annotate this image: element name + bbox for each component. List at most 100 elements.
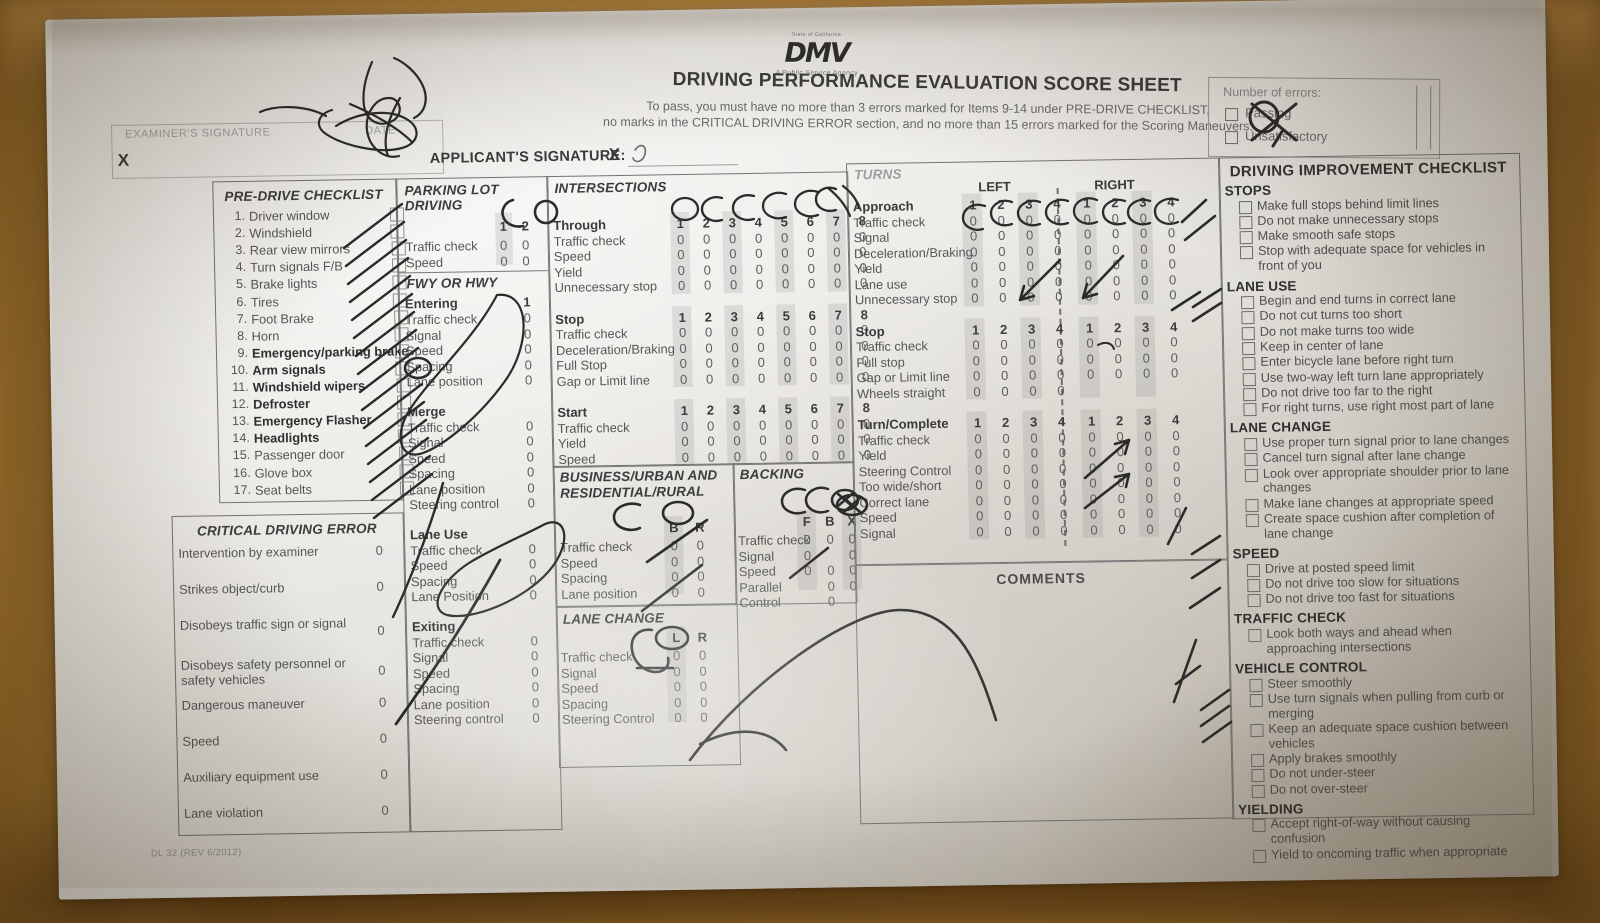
intersections-row-value: 0: [759, 432, 767, 448]
turns-row-value: 0: [1114, 366, 1123, 382]
pre-drive-item-label: Tires: [250, 293, 280, 310]
unsatisfactory-checkbox[interactable]: [1225, 131, 1239, 145]
turns-col-header: 3: [1027, 320, 1036, 337]
improvement-item-checkbox[interactable]: [1245, 498, 1259, 512]
improvement-item-checkbox[interactable]: [1246, 563, 1261, 577]
fwy-row-value: 0: [524, 372, 533, 388]
intersections-row-value: 0: [679, 355, 688, 372]
improvement-item-checkbox[interactable]: [1241, 326, 1255, 340]
turns-row-value: 0: [1170, 349, 1179, 365]
intersections-row-value: 0: [731, 355, 740, 371]
turns-row-value: 0: [1031, 491, 1040, 508]
improvement-item-checkbox[interactable]: [1240, 296, 1255, 310]
turns-row-value: 0: [1054, 242, 1062, 258]
critical-error-label: Auxiliary equipment use: [183, 767, 320, 785]
business-urban-title-line2: RESIDENTIAL/RURAL: [559, 483, 705, 501]
improvement-item-checkbox[interactable]: [1249, 678, 1263, 692]
intersections-group-name: Stop: [555, 311, 585, 327]
improvement-item-checkbox[interactable]: [1238, 200, 1253, 214]
intersections-row-value: 0: [782, 323, 791, 339]
improvement-item-label: Look both ways and ahead when approachin…: [1266, 623, 1453, 656]
turns-col-header: 1: [971, 321, 980, 337]
improvement-item-checkbox[interactable]: [1251, 784, 1265, 798]
improvement-item-checkbox[interactable]: [1251, 769, 1265, 783]
improvement-item-checkbox[interactable]: [1241, 311, 1255, 325]
intersections-row-value: 0: [781, 245, 789, 261]
improvement-item-checkbox[interactable]: [1243, 403, 1257, 417]
improvement-item-label: Look over appropriate shoulder prior to …: [1262, 462, 1510, 496]
backing-col-header: F: [802, 513, 811, 530]
improvement-item-checkbox[interactable]: [1241, 341, 1256, 356]
improvement-item-checkbox[interactable]: [1250, 753, 1265, 768]
improvement-item-checkbox[interactable]: [1244, 453, 1258, 467]
pre-drive-item-number: 8.: [237, 328, 248, 343]
improvement-item-checkbox[interactable]: [1249, 693, 1263, 707]
improvement-section-heading: YIELDING: [1238, 801, 1304, 818]
improvement-item-checkbox[interactable]: [1239, 231, 1253, 245]
turns-row-value: 0: [1167, 225, 1176, 241]
fwy-group-name: Lane Use: [409, 525, 468, 542]
improvement-item-label: Use turn signals when pulling from curb …: [1267, 687, 1505, 721]
turns-row-value: 0: [1140, 272, 1149, 288]
intersections-row-value: 0: [676, 231, 685, 247]
improvement-section-heading: LANE CHANGE: [1229, 419, 1332, 436]
pre-drive-item-number: 15.: [232, 448, 251, 463]
improvement-item-checkbox[interactable]: [1244, 468, 1259, 482]
business-urban-title: BUSINESS/URBAN AND RESIDENTIAL/RURAL: [555, 467, 737, 502]
improvement-item-checkbox[interactable]: [1252, 819, 1266, 833]
intersections-col-header: 5: [784, 401, 793, 417]
backing-row-value: 0: [826, 531, 834, 547]
turns-row-label: Lane use: [854, 275, 908, 292]
improvement-item-checkbox[interactable]: [1244, 437, 1258, 452]
improvement-item-checkbox[interactable]: [1242, 372, 1256, 386]
improvement-item-checkbox[interactable]: [1242, 357, 1256, 371]
backing-row-value: 0: [803, 547, 812, 563]
parking-row-value: 0: [522, 252, 530, 268]
intersections-row-label: Unnecessary stop: [554, 278, 658, 295]
parking-row-label: Speed: [405, 254, 444, 270]
improvement-item-checkbox[interactable]: [1247, 594, 1261, 608]
turns-row-label: Traffic check: [855, 338, 928, 355]
improvement-item-checkbox[interactable]: [1250, 723, 1264, 738]
improvement-item-checkbox[interactable]: [1242, 387, 1257, 401]
turns-row-value: 0: [1113, 288, 1121, 304]
intersections-col-header: 3: [732, 402, 741, 418]
turns-row-value: 0: [1089, 506, 1098, 522]
intersections-row-value: 0: [703, 246, 711, 262]
improvement-item-checkbox[interactable]: [1245, 513, 1260, 528]
passing-checkbox[interactable]: [1225, 108, 1239, 122]
business-row-label: Speed: [560, 554, 598, 571]
intersections-row-label: Full Stop: [556, 357, 608, 373]
turns-row-value: 0: [1142, 334, 1150, 350]
turns-row-value: 0: [998, 258, 1007, 275]
improvement-section-heading: SPEED: [1232, 545, 1280, 562]
pre-drive-item-label: Windshield: [249, 224, 313, 241]
improvement-item-checkbox[interactable]: [1253, 849, 1267, 863]
turns-row-value: 0: [974, 461, 983, 477]
turns-row-value: 0: [1028, 367, 1037, 383]
business-row-label: Lane position: [561, 585, 638, 602]
intersections-row-value: 0: [806, 229, 815, 245]
critical-error-value: 0: [379, 730, 388, 746]
improvement-section-heading: STOPS: [1224, 182, 1272, 199]
turns-row-value: 0: [1111, 226, 1120, 242]
lane-change-row-value: 0: [674, 710, 682, 726]
critical-error-label: Disobeys traffic sign or signal: [179, 615, 347, 633]
intersections-row-label: Traffic check: [555, 325, 628, 342]
fwy-group-name: Exiting: [411, 618, 456, 634]
fwy-row-label: Traffic check: [410, 541, 483, 558]
lane-change-row-value: 0: [699, 663, 707, 679]
fwy-row-label: Spacing: [410, 573, 458, 589]
pre-drive-item-number: 6.: [236, 294, 248, 309]
improvement-item-checkbox[interactable]: [1239, 215, 1253, 230]
applicant-signature-line[interactable]: [627, 164, 739, 167]
turns-row-value: 0: [1088, 444, 1097, 460]
comments-panel[interactable]: [854, 559, 1235, 825]
improvement-item-checkbox[interactable]: [1247, 578, 1261, 592]
pre-drive-item-label: Emergency Flasher: [253, 412, 372, 429]
improvement-item-checkbox[interactable]: [1248, 628, 1262, 643]
turns-row-value: 0: [1118, 521, 1126, 537]
improvement-item-checkbox[interactable]: [1239, 246, 1254, 260]
intersections-row-value: 0: [757, 370, 766, 386]
intersections-row-value: 0: [730, 324, 739, 340]
